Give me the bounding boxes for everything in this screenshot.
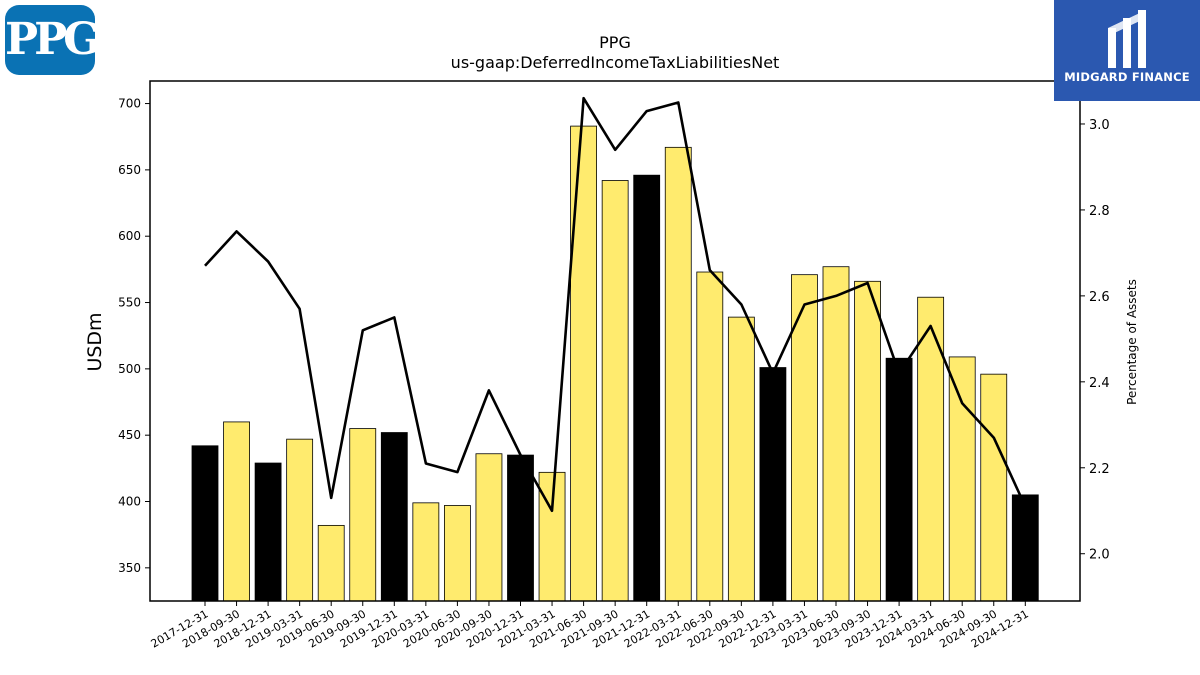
bar [570,125,597,602]
ppg-logo-text: PPG [5,14,101,65]
plot-frame [149,80,1081,602]
midgard-finance-logo: MIDGARD FINANCE [1054,0,1200,101]
ppg-logo: PPG [5,5,101,75]
bar [854,280,881,602]
chart-title: PPG [599,33,631,52]
y2-axis-label: Percentage of Assets [1125,279,1139,405]
y2-tick-label: 2.0 [1089,548,1110,563]
bar [1011,494,1039,602]
bar [507,454,534,602]
bar [538,471,566,602]
bar [443,505,471,602]
bar [696,271,724,602]
bar [664,146,692,602]
midgard-emblem-icon [1108,10,1146,68]
y-tick-label: 450 [118,428,141,442]
bar [349,428,377,602]
y-tick-label: 600 [118,229,141,243]
percentage-of-assets-line [204,96,1027,513]
bar [980,373,1008,602]
midgard-finance-logo-text: MIDGARD FINANCE [1064,70,1190,84]
y2-tick-label: 3.0 [1089,118,1110,133]
bar [475,453,503,602]
bar [223,421,250,602]
bar [948,356,976,602]
chart-subtitle: us-gaap:DeferredIncomeTaxLiabilitiesNet [451,53,780,72]
bar [885,357,913,602]
bar [412,502,440,602]
y2-tick-label: 2.8 [1089,204,1110,219]
bar [317,524,345,602]
bar [727,316,755,602]
bar [917,296,945,602]
bar [791,274,818,602]
y-tick-label: 400 [118,495,141,509]
y-axis-label: USDm [84,312,106,371]
y-tick-label: 500 [118,362,141,376]
bar [822,266,850,602]
y2-tick-label: 2.6 [1089,290,1110,305]
bar [191,445,219,602]
y-tick-label: 700 [118,97,141,111]
y2-tick-label: 2.4 [1089,376,1110,391]
bar [601,180,629,602]
y-tick-label: 650 [118,163,141,177]
bar [286,438,314,602]
bar [633,174,661,602]
bar [759,367,787,602]
bar [254,462,282,602]
bar [380,432,408,602]
y-tick-label: 350 [118,561,141,575]
y-tick-label: 550 [118,296,141,310]
y2-tick-label: 2.2 [1089,462,1110,477]
